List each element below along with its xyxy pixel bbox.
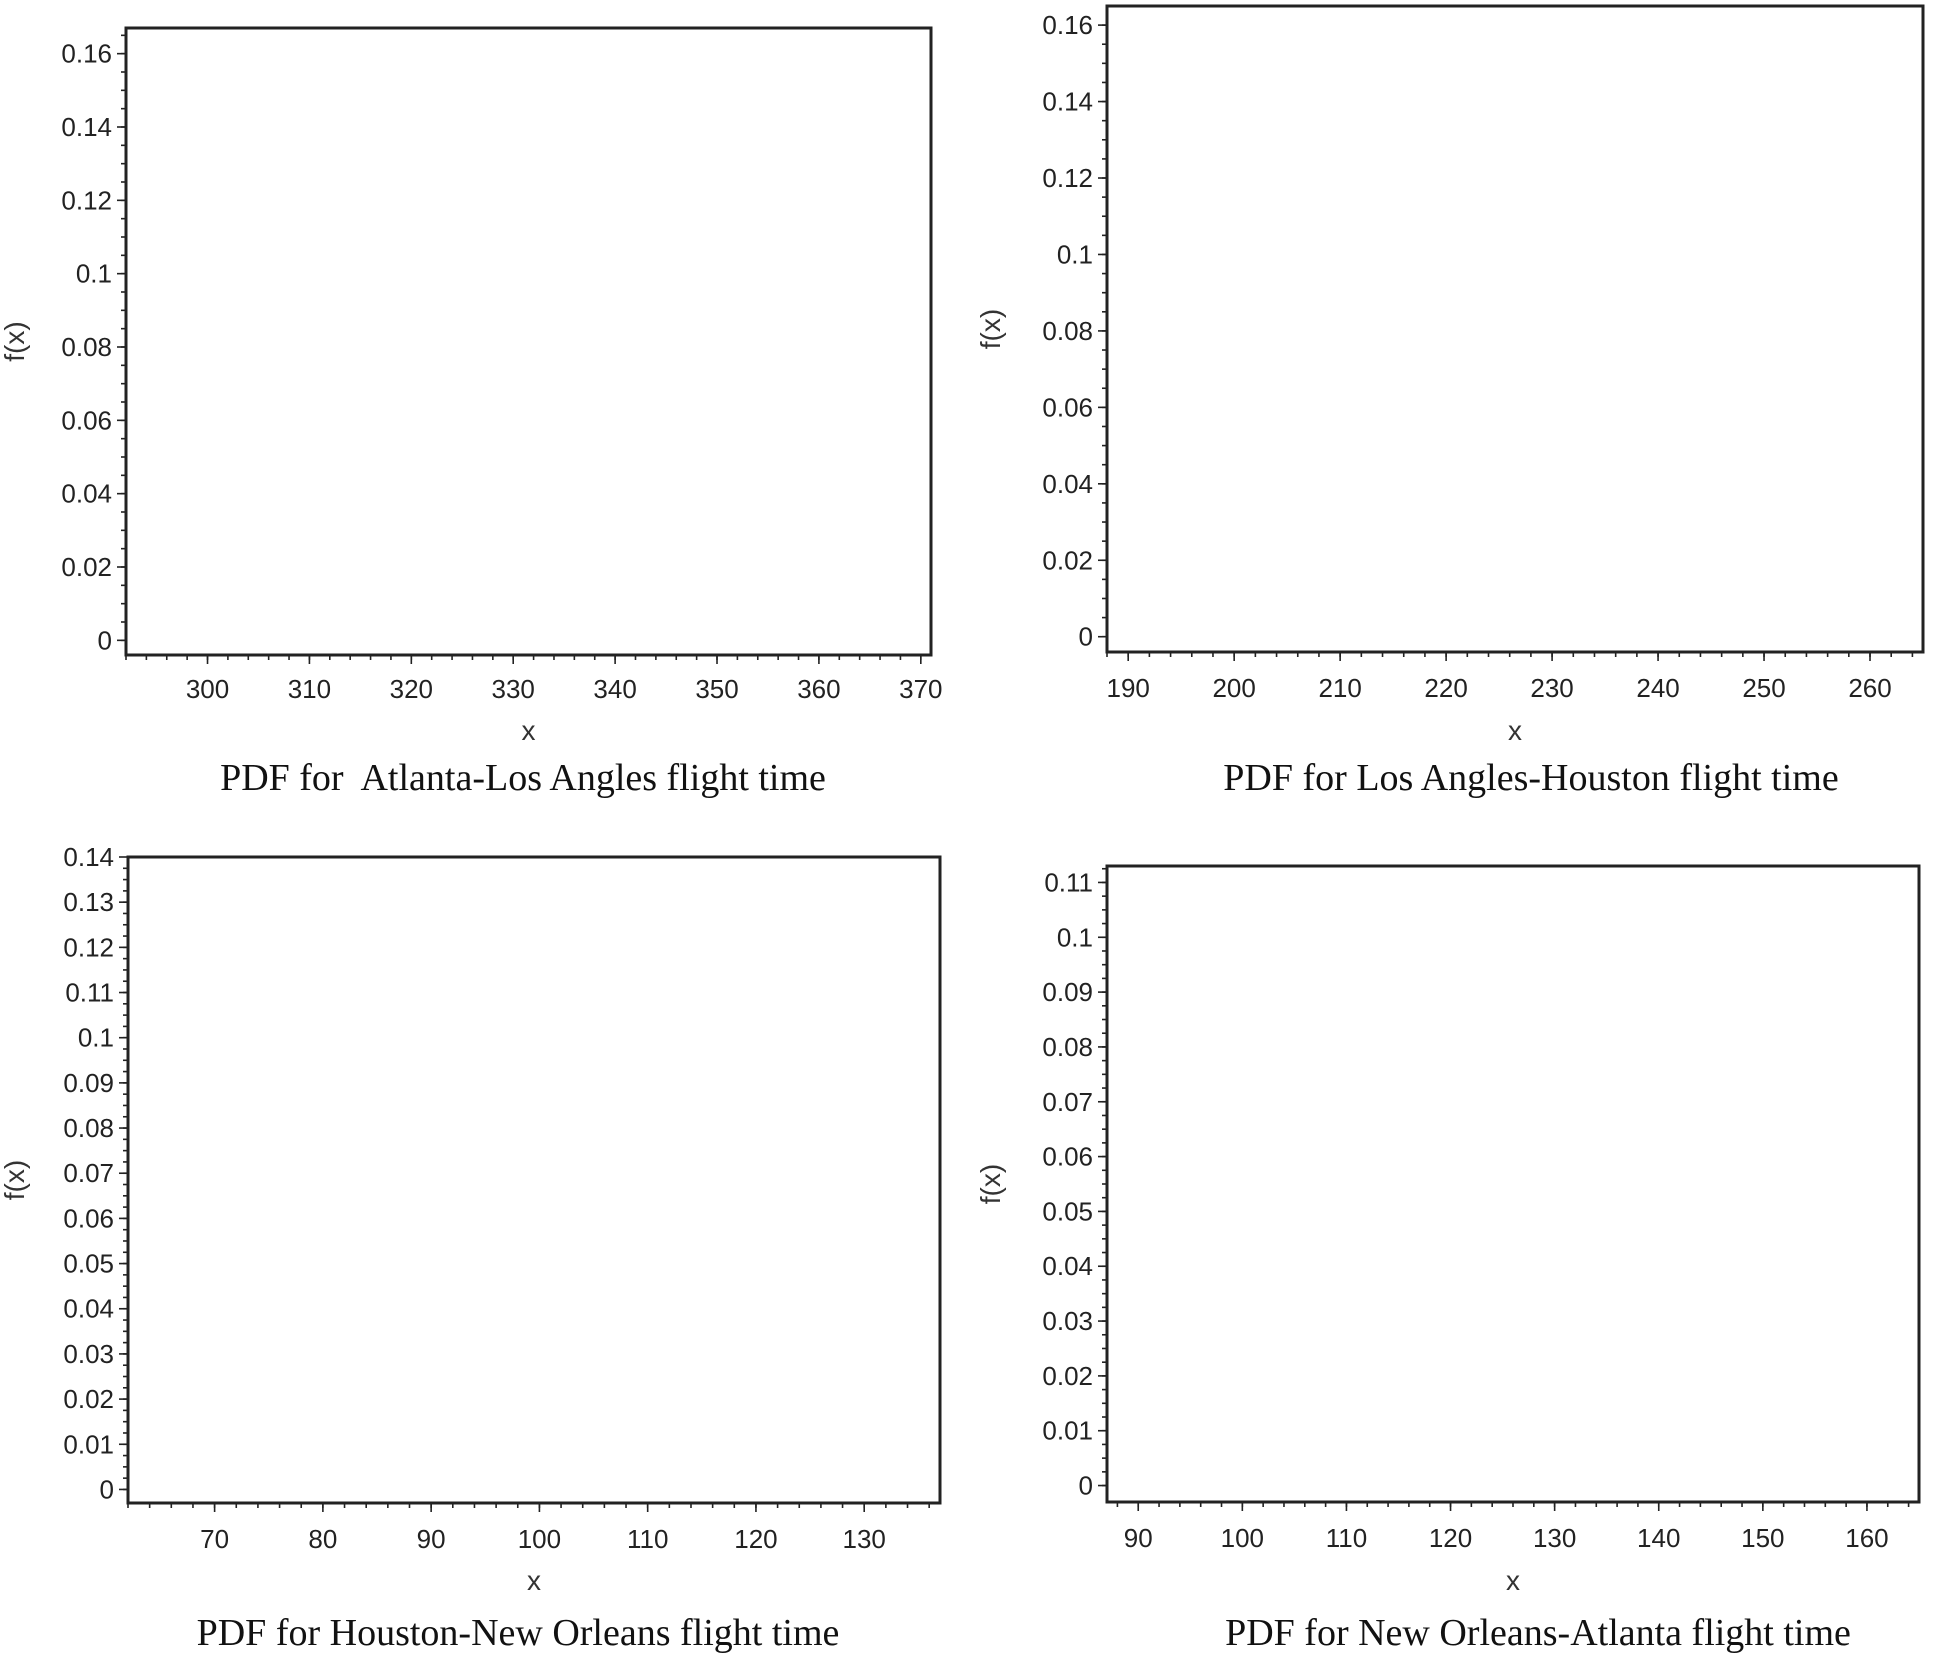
y-tick-label: 0.06 (61, 405, 112, 435)
chart-caption: PDF for Atlanta-Los Angles flight time (220, 757, 826, 799)
y-tick-label: 0.03 (63, 1339, 114, 1369)
y-tick-label: 0.11 (1044, 867, 1093, 897)
y-tick-label: 0 (100, 1474, 114, 1504)
plot-frame (126, 855, 942, 1505)
y-tick-label: 0.12 (61, 185, 112, 215)
chart-panel-houston-new-orleans: 70 80 90 100 110 120 130 0 0.01 0.02 0.03 0.04 0.05 0… (0, 842, 942, 1654)
y-tick-label: 0.1 (78, 1023, 114, 1053)
x-tick-label: 300 (186, 674, 229, 704)
y-tick-label: 0.02 (63, 1384, 114, 1414)
x-tick-label: 210 (1318, 673, 1361, 703)
x-tick-label: 250 (1742, 673, 1785, 703)
x-tick-label: 120 (1429, 1523, 1472, 1553)
y-tick-label: 0.06 (1042, 1142, 1093, 1172)
y-tick-label: 0.14 (63, 842, 114, 872)
y-tick-label: 0.12 (63, 932, 114, 962)
plot-frame (124, 26, 933, 657)
y-tick-label: 0.11 (65, 978, 114, 1008)
x-tick-label: 260 (1848, 673, 1891, 703)
y-tick-label: 0.16 (1042, 10, 1093, 40)
x-tick-label: 130 (843, 1524, 886, 1554)
chart-caption: PDF for New Orleans-Atlanta flight time (1225, 1612, 1851, 1654)
x-tick-label: 70 (200, 1524, 229, 1554)
y-axis-title: f(x) (975, 1164, 1006, 1204)
y-tick-label: 0.08 (1042, 1032, 1093, 1062)
y-tick-label: 0.16 (61, 39, 112, 69)
x-axis-title: x (1508, 715, 1522, 746)
y-tick-label: 0.01 (1042, 1416, 1093, 1446)
y-axis-title: f(x) (0, 1160, 30, 1200)
y-tick-label: 0.02 (1042, 1361, 1093, 1391)
x-axis-title: x (527, 1565, 541, 1596)
chart-panel-atlanta-los-angeles: 300 310 320 330 340 350 360 370 0 0.02 0.04 0.06 0.0… (0, 26, 943, 799)
x-tick-label: 310 (288, 674, 331, 704)
x-tick-label: 90 (417, 1524, 446, 1554)
x-tick-label: 190 (1106, 673, 1149, 703)
y-tick-label: 0.04 (1042, 1251, 1093, 1281)
x-tick-label: 130 (1533, 1523, 1576, 1553)
y-tick-label: 0 (1079, 622, 1093, 652)
x-tick-label: 330 (492, 674, 535, 704)
y-tick-label: 0.09 (63, 1068, 114, 1098)
x-tick-label: 100 (518, 1524, 561, 1554)
plot-frame (1105, 864, 1921, 1504)
x-tick-label: 230 (1530, 673, 1573, 703)
plot-frame (1105, 4, 1925, 654)
chart-caption: PDF for Los Angles-Houston flight time (1223, 757, 1838, 799)
x-tick-label: 120 (734, 1524, 777, 1554)
x-tick-label: 160 (1845, 1523, 1888, 1553)
x-tick-label: 140 (1637, 1523, 1680, 1553)
y-tick-label: 0.06 (63, 1203, 114, 1233)
x-tick-label: 90 (1124, 1523, 1153, 1553)
y-tick-label: 0.14 (61, 112, 112, 142)
y-tick-label: 0.05 (63, 1249, 114, 1279)
x-tick-label: 340 (593, 674, 636, 704)
y-tick-label: 0.03 (1042, 1306, 1093, 1336)
y-tick-label: 0.01 (63, 1429, 114, 1459)
y-axis-title: f(x) (0, 321, 30, 361)
chart-panel-new-orleans-atlanta: 90 100 110 120 130 140 150 160 0 0.01 0.02 0.03 0.04… (975, 864, 1921, 1654)
x-tick-label: 320 (390, 674, 433, 704)
y-tick-label: 0.1 (1057, 922, 1093, 952)
x-tick-label: 240 (1636, 673, 1679, 703)
y-tick-label: 0.1 (1057, 239, 1093, 269)
y-tick-label: 0.08 (61, 332, 112, 362)
y-tick-label: 0.07 (63, 1158, 114, 1188)
y-tick-label: 0.05 (1042, 1196, 1093, 1226)
x-tick-label: 200 (1212, 673, 1255, 703)
y-tick-label: 0.06 (1042, 392, 1093, 422)
y-tick-label: 0.04 (61, 479, 112, 509)
y-tick-label: 0.09 (1042, 977, 1093, 1007)
x-tick-label: 360 (797, 674, 840, 704)
y-tick-label: 0.07 (1042, 1087, 1093, 1117)
y-tick-label: 0.08 (1042, 316, 1093, 346)
chart-panel-los-angeles-houston: 190 200 210 220 230 240 250 260 0 0.02 0.04 0.06 0.0… (975, 4, 1925, 799)
y-tick-label: 0.08 (63, 1113, 114, 1143)
x-axis-title: x (522, 715, 536, 746)
chart-caption: PDF for Houston-New Orleans flight time (197, 1612, 840, 1654)
x-tick-label: 350 (695, 674, 738, 704)
y-tick-label: 0.1 (76, 259, 112, 289)
y-axis-title: f(x) (975, 309, 1006, 349)
y-tick-label: 0.04 (1042, 469, 1093, 499)
y-tick-label: 0 (98, 625, 112, 655)
x-tick-label: 110 (627, 1524, 668, 1554)
x-axis-title: x (1506, 1565, 1520, 1596)
y-tick-label: 0.13 (63, 887, 114, 917)
x-tick-label: 80 (308, 1524, 337, 1554)
y-tick-label: 0.04 (63, 1294, 114, 1324)
x-tick-label: 110 (1326, 1523, 1367, 1553)
y-tick-label: 0.14 (1042, 87, 1093, 117)
x-tick-label: 220 (1424, 673, 1467, 703)
y-tick-label: 0.02 (61, 552, 112, 582)
x-tick-label: 370 (899, 674, 942, 704)
x-tick-label: 100 (1221, 1523, 1264, 1553)
x-tick-label: 150 (1741, 1523, 1784, 1553)
y-tick-label: 0.12 (1042, 163, 1093, 193)
y-tick-label: 0.02 (1042, 545, 1093, 575)
y-tick-label: 0 (1079, 1471, 1093, 1501)
